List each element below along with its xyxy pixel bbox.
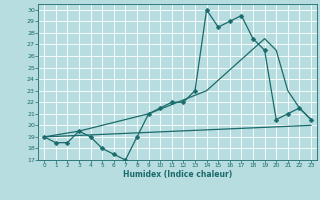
X-axis label: Humidex (Indice chaleur): Humidex (Indice chaleur) (123, 170, 232, 179)
